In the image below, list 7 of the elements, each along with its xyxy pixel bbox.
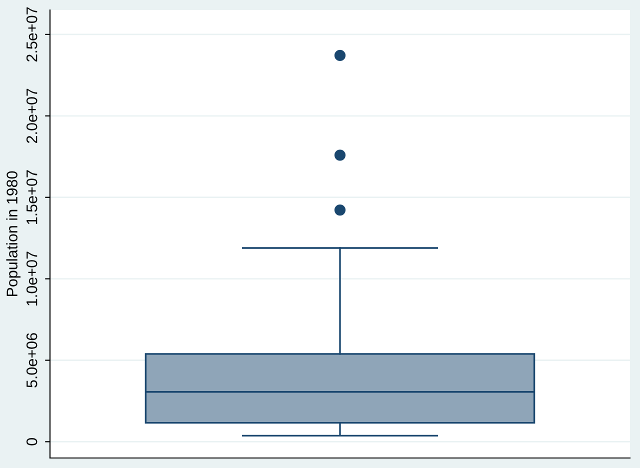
y-tick-label: 0 [26,438,38,446]
y-tick-label: 1.0e+07 [26,252,38,306]
y-axis-title: Population in 1980 [6,171,20,296]
y-tick-label: 2.5e+07 [26,7,38,62]
y-tick-label: 2.0e+07 [26,88,38,143]
y-tick-label: 1.5e+07 [26,170,38,224]
y-tick-label: 5.0e+06 [26,333,38,388]
